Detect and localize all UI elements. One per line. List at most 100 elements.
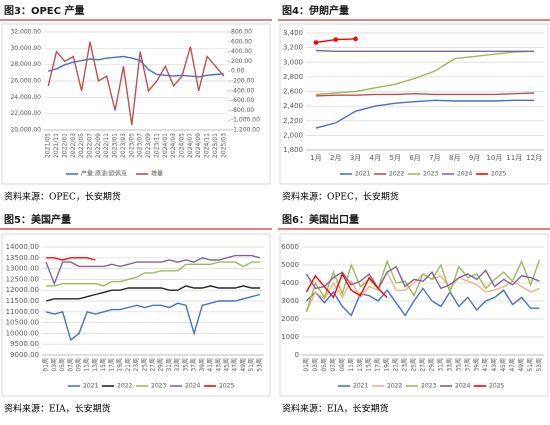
x-tick-label: 10月 <box>486 154 502 162</box>
legend-label: 2021 <box>355 171 370 178</box>
x-tick-label: 13周 <box>357 358 364 372</box>
x-tick-label: 31周 <box>437 358 444 372</box>
y-tick-label: 11500.00 <box>6 297 39 305</box>
legend-label: 2021 <box>83 383 98 390</box>
source-note: 资料来源：OPEC，长安期货 <box>282 191 399 203</box>
x-tick-label: 27周 <box>420 358 427 372</box>
x-tick-label: 2023/05 <box>128 133 135 158</box>
y-tick-label: 28,000.00 <box>10 61 41 68</box>
y2-tick-label: -600.00 <box>231 97 254 104</box>
y-tick-label: 14000.00 <box>6 243 39 251</box>
series-line <box>47 41 225 126</box>
source-note: 资料来源：EIA，长安期货 <box>282 403 389 415</box>
x-tick-label: 2024/07 <box>187 133 194 158</box>
x-tick-label: 2021/05 <box>45 133 52 158</box>
x-tick-label: 4月 <box>370 154 381 162</box>
source-note: 资料来源：EIA，长安期货 <box>4 403 111 415</box>
chart-frame <box>1 23 271 185</box>
panel-title: 图6：美国出口量 <box>282 213 359 226</box>
x-tick-label: 2022/01 <box>61 133 68 158</box>
x-tick-label: 2023/07 <box>137 133 144 158</box>
x-tick-label: 41周 <box>482 358 489 372</box>
chart-frame <box>1 233 271 397</box>
source-note: 资料来源：OPEC，长安期货 <box>4 191 121 203</box>
series-line <box>315 92 535 97</box>
x-tick-label: 5月 <box>390 154 401 162</box>
x-tick-label: 2月 <box>330 154 341 162</box>
x-tick-label: 23周 <box>133 358 140 372</box>
x-tick-label: 47周 <box>509 358 516 372</box>
x-tick-label: 23周 <box>402 358 409 372</box>
y2-tick-label: -800.00 <box>231 107 254 114</box>
x-tick-label: 2022/03 <box>70 133 77 158</box>
series-line <box>306 287 540 317</box>
series-line <box>45 285 260 302</box>
x-tick-label: 2021/11 <box>53 133 60 158</box>
x-tick-label: 35周 <box>455 358 462 372</box>
x-tick-label: 05周 <box>321 358 328 372</box>
x-tick-label: 2022/11 <box>103 133 110 158</box>
series-line <box>315 99 535 129</box>
x-tick-label: 2025/01 <box>212 133 219 158</box>
x-tick-label: 27周 <box>150 358 157 372</box>
legend-label: 2025 <box>219 383 234 390</box>
chart-frame <box>279 23 549 185</box>
series-line <box>48 55 224 78</box>
x-tick-label: 2024/01 <box>162 133 169 158</box>
y-tick-label: 2,400 <box>283 102 303 110</box>
x-tick-label: 9月 <box>469 154 480 162</box>
x-tick-label: 19周 <box>384 358 391 372</box>
y-tick-label: 12500.00 <box>6 275 39 283</box>
y-tick-label: 2,200 <box>283 117 303 125</box>
y-tick-label: 5000 <box>281 261 299 269</box>
legend-label: 2024 <box>185 383 200 390</box>
y-tick-label: 1,800 <box>283 146 303 154</box>
x-tick-label: 2025/03 <box>220 133 227 158</box>
y-tick-label: 13000.00 <box>6 265 39 273</box>
y-tick-label: 1000 <box>281 333 299 341</box>
y-tick-label: 10500.00 <box>6 319 39 327</box>
legend-label: 2025 <box>491 171 506 178</box>
x-tick-label: 2024/05 <box>179 133 186 158</box>
x-tick-label: 09周 <box>76 358 83 372</box>
x-tick-label: 8月 <box>449 154 460 162</box>
series-line <box>46 261 260 287</box>
x-tick-label: 49周 <box>240 358 247 372</box>
x-tick-label: 2023/11 <box>153 133 160 158</box>
x-tick-label: 31周 <box>166 358 173 372</box>
legend-label: 2024 <box>455 383 470 390</box>
series-line <box>305 259 541 313</box>
y-tick-label: 22,000.00 <box>10 110 41 117</box>
y-tick-label: 2000 <box>281 315 299 323</box>
panel-title: 图3：OPEC 产量 <box>4 4 84 17</box>
y-tick-label: 0 <box>295 351 299 359</box>
series-line <box>315 50 535 96</box>
y-tick-label: 32,000.00 <box>10 29 41 36</box>
x-tick-label: 37周 <box>464 358 471 372</box>
y2-tick-label: -200.00 <box>231 78 254 85</box>
x-tick-label: 21周 <box>125 358 132 372</box>
x-tick-label: 39周 <box>473 358 480 372</box>
x-tick-label: 43周 <box>215 358 222 372</box>
x-tick-label: 2022/05 <box>78 133 85 158</box>
series-line <box>46 257 96 261</box>
y-tick-label: 12000.00 <box>6 286 39 294</box>
x-tick-label: 53周 <box>256 358 263 372</box>
x-tick-label: 15周 <box>100 358 107 372</box>
series-line <box>45 293 261 342</box>
y-tick-label: 20,000.00 <box>10 127 41 134</box>
x-tick-label: 11周 <box>348 358 355 372</box>
x-tick-label: 09周 <box>339 358 346 372</box>
x-tick-label: 53周 <box>536 358 543 372</box>
y2-tick-label: 0.00 <box>231 68 245 75</box>
y-tick-label: 9500.00 <box>10 340 39 348</box>
y-tick-label: 2,800 <box>283 73 303 81</box>
legend-label: 2022 <box>387 383 402 390</box>
x-tick-label: 2022/07 <box>87 133 94 158</box>
y-tick-label: 3000 <box>281 297 299 305</box>
y-tick-label: 26,000.00 <box>10 78 41 85</box>
legend-label: 2023 <box>423 171 438 178</box>
y-tick-label: 11000.00 <box>6 308 39 316</box>
x-tick-label: 25周 <box>411 358 418 372</box>
legend-label: 2025 <box>489 383 504 390</box>
